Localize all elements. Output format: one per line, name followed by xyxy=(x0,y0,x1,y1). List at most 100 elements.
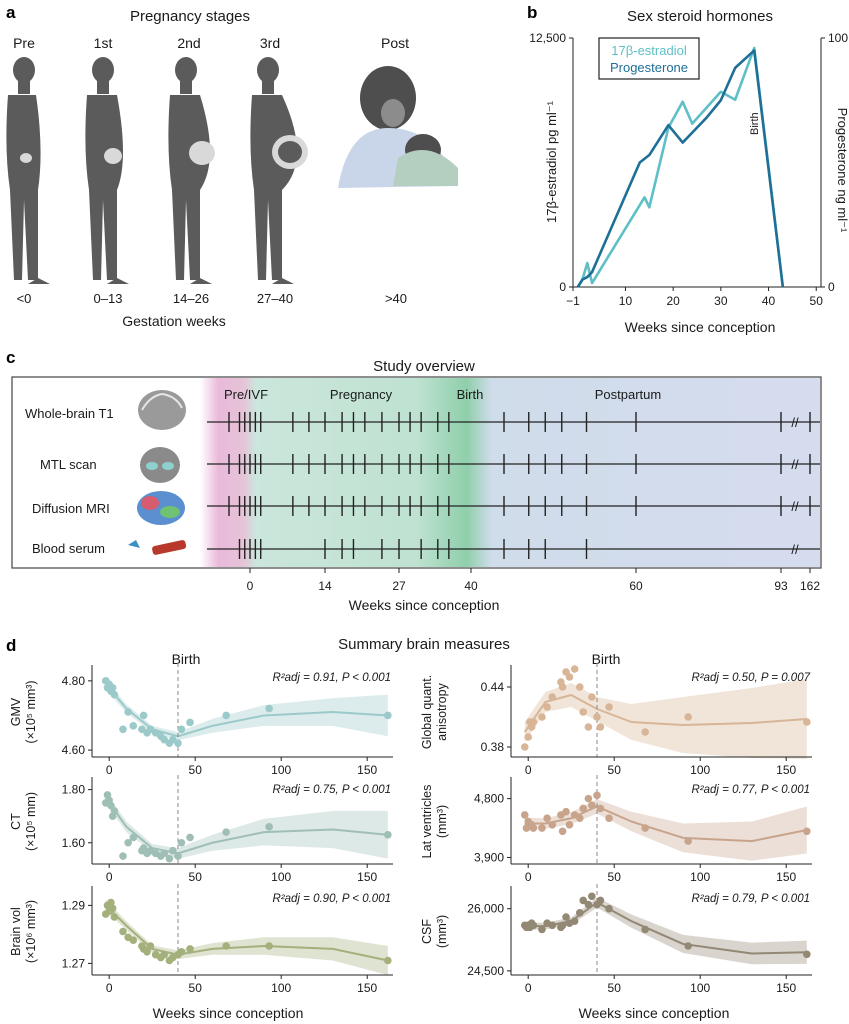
x-tick-label: 100 xyxy=(690,763,710,777)
x-tick-label: 20 xyxy=(666,294,680,308)
panel-c-letter: c xyxy=(6,348,15,367)
timeline-x-tick-label: 40 xyxy=(464,579,478,593)
brain-coronal-icon xyxy=(140,447,180,483)
panel-b-title: Sex steroid hormones xyxy=(627,8,773,25)
data-point xyxy=(174,739,182,747)
x-tick-label: 0 xyxy=(106,870,113,884)
data-point xyxy=(588,693,596,701)
x-tick-label: 150 xyxy=(357,870,377,884)
data-point xyxy=(143,948,151,956)
data-point xyxy=(174,852,182,860)
confidence-band xyxy=(105,679,388,741)
data-point xyxy=(384,711,392,720)
y-tick-label: 0.44 xyxy=(481,680,505,694)
data-point xyxy=(222,942,230,950)
x-tick-label: 100 xyxy=(271,981,291,995)
data-point xyxy=(684,713,692,721)
panel-d-title: Summary brain measures xyxy=(338,636,510,653)
y-axis-unit: (×10⁵ mm³) xyxy=(24,680,38,743)
data-point xyxy=(529,718,538,726)
row-icons xyxy=(128,390,187,555)
data-point xyxy=(565,820,574,829)
stage-label-post: Post xyxy=(381,35,409,51)
data-point xyxy=(265,942,273,950)
data-point xyxy=(146,942,155,950)
stage-label-1st: 1st xyxy=(94,35,113,51)
phase-pregnancy: Pregnancy xyxy=(330,387,393,402)
y-axis-label: Lat ventricles xyxy=(420,785,434,859)
x-tick-label: 40 xyxy=(762,294,776,308)
confidence-band xyxy=(524,679,807,759)
panel-d-xlabel-left: Weeks since conception xyxy=(153,1005,304,1021)
panel-a-title: Pregnancy stages xyxy=(130,8,250,25)
data-point xyxy=(593,713,601,721)
fit-statistics: R²adj = 0.77, P < 0.001 xyxy=(692,784,811,796)
legend-box xyxy=(598,37,700,80)
data-point xyxy=(177,838,186,847)
panel-b-letter: b xyxy=(527,3,537,22)
data-point xyxy=(160,849,169,858)
data-point xyxy=(684,942,692,950)
fit-curve xyxy=(523,694,807,733)
phase-birth: Birth xyxy=(457,387,484,402)
data-point xyxy=(576,814,584,823)
fit-statistics: R²adj = 0.79, P < 0.001 xyxy=(692,893,811,905)
data-point xyxy=(605,814,613,823)
data-point xyxy=(570,665,579,673)
data-point xyxy=(524,733,532,741)
y-tick-label: 4.80 xyxy=(62,674,86,688)
syringe-icon xyxy=(128,540,140,548)
y-tick-label: 1.29 xyxy=(62,898,86,912)
data-point xyxy=(579,804,588,813)
y-axis-label: CT xyxy=(9,813,23,830)
x-tick-label: 150 xyxy=(357,763,377,777)
study-phase-background xyxy=(200,378,820,567)
data-point xyxy=(110,690,119,699)
birth-label-left: Birth xyxy=(172,651,201,667)
data-point xyxy=(107,898,115,907)
data-point xyxy=(562,913,570,921)
y-tick-label: 4.60 xyxy=(62,743,86,757)
data-point xyxy=(576,683,584,691)
data-point xyxy=(124,838,132,847)
data-point xyxy=(641,728,649,736)
x-tick-label: 50 xyxy=(810,294,824,308)
data-point xyxy=(570,917,579,925)
timeline-x-tick-label: 93 xyxy=(774,579,788,593)
stage-weeks: <0 0–13 14–26 27–40 >40 xyxy=(17,291,407,306)
x-tick-label: 0 xyxy=(106,981,113,995)
data-point xyxy=(119,852,127,860)
data-point xyxy=(641,824,649,832)
brain-measure-plot-4: 0.44 0.38 0 50 100 150 Global quant. anisotropy… xyxy=(420,663,812,777)
data-point xyxy=(160,950,169,959)
stage-weeks-3rd: 27–40 xyxy=(257,291,293,306)
data-point xyxy=(520,743,529,751)
y-axis-label: GMV xyxy=(9,697,23,726)
x-tick-label: 0 xyxy=(525,981,532,995)
y-tick-label: 4,800 xyxy=(474,792,504,806)
x-tick-label: 50 xyxy=(608,870,622,884)
stage-label-pre: Pre xyxy=(13,35,35,51)
y-tick-label: 24,500 xyxy=(467,964,504,978)
y-axis-label: CSF xyxy=(420,919,434,944)
panel-b-left-ylabel: 17β-estradiol pg ml⁻¹ xyxy=(544,100,559,223)
x-tick-label: 50 xyxy=(608,981,622,995)
left-tick-label: 12,500 xyxy=(529,31,566,45)
data-point xyxy=(538,713,546,721)
timeline-x-tick-label: 162 xyxy=(800,579,820,593)
data-point xyxy=(543,703,551,711)
panel-d: d Summary brain measures Birth Birth 4.8… xyxy=(6,636,812,1021)
fit-statistics: R²adj = 0.75, P < 0.001 xyxy=(273,784,392,796)
hormone-legend: 17β-estradiol Progesterone xyxy=(598,37,700,80)
data-point xyxy=(596,804,605,813)
panel-c-xlabel: Weeks since conception xyxy=(349,597,500,613)
stage-weeks-post: >40 xyxy=(385,291,407,306)
data-point xyxy=(584,723,593,731)
data-point xyxy=(119,927,127,936)
stage-label-2nd: 2nd xyxy=(177,35,200,51)
data-point xyxy=(558,683,567,691)
fit-statistics: R²adj = 0.91, P < 0.001 xyxy=(273,672,392,684)
